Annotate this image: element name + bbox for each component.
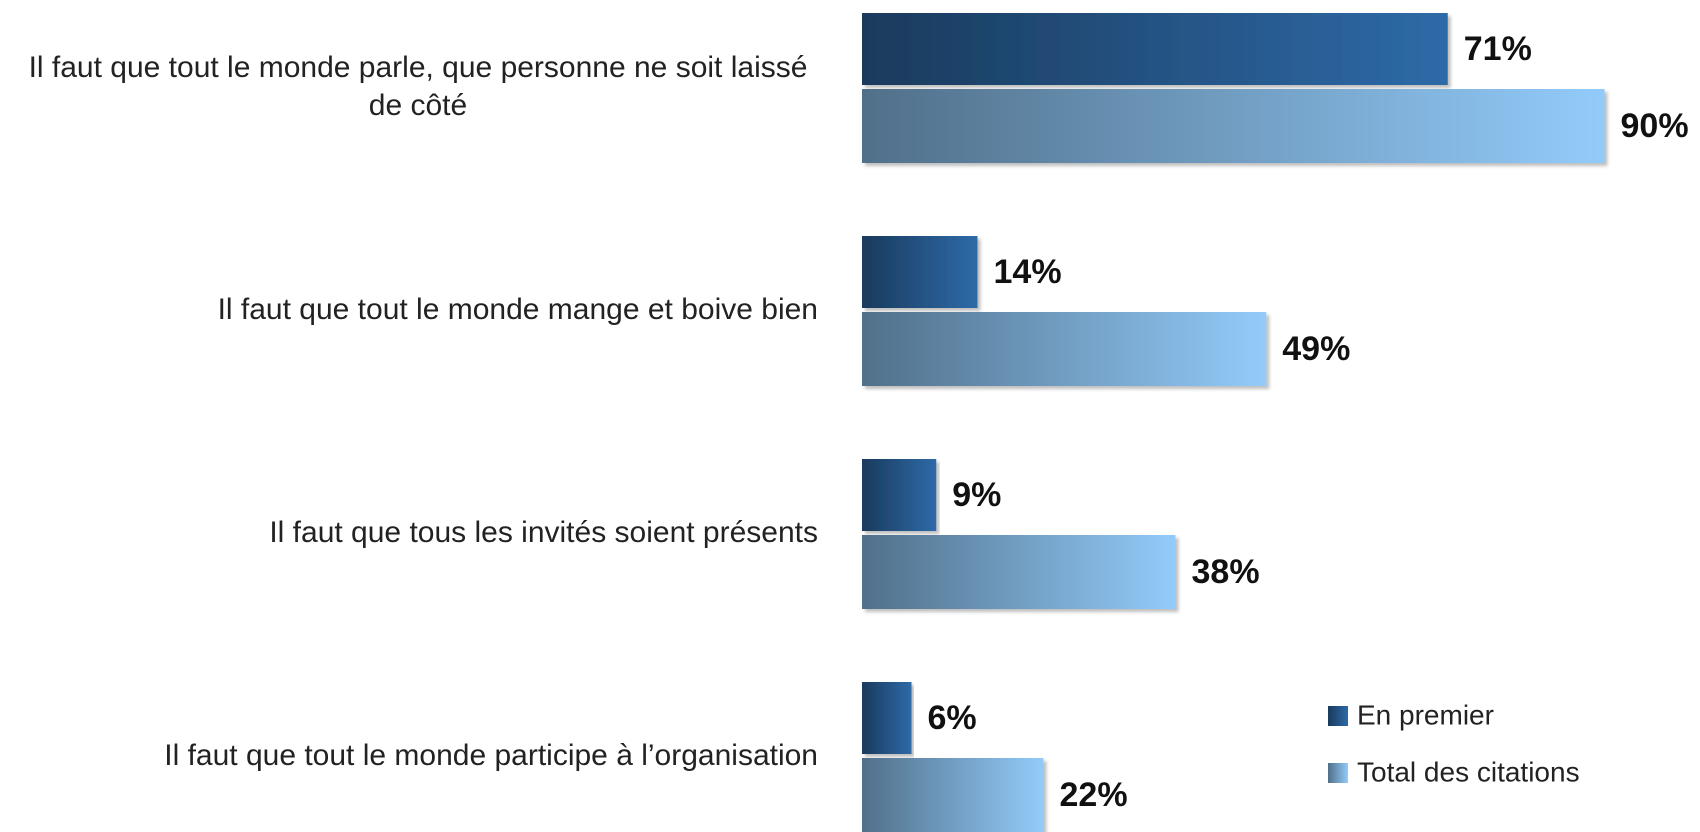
bar-shade [862,459,937,531]
bar [862,89,1605,163]
value-label: 49% [1282,330,1350,368]
value-label: 9% [952,476,1001,514]
bar-shade [862,535,1176,609]
value-label: 90% [1621,107,1689,145]
category-label: Il faut que tout le monde mange et boive… [217,293,818,326]
bar [862,535,1176,609]
value-label: 22% [1060,776,1128,814]
value-label: 38% [1192,553,1260,591]
bar-shade [862,312,1267,386]
bar-shade [862,236,978,308]
bar [862,236,978,308]
bar [862,13,1448,85]
bar-shade [862,13,1448,85]
bar [862,459,937,531]
value-label: 14% [994,253,1062,291]
bar-shade [862,758,1044,832]
bar-shade [862,682,912,754]
category-label: Il faut que tout le monde participe à l’… [164,739,818,772]
legend-swatch [1328,763,1348,783]
legend-swatch [1328,706,1348,726]
value-label: 6% [928,699,977,737]
bar [862,312,1267,386]
bar [862,682,912,754]
bar-shade [862,89,1605,163]
category-label: Il faut que tous les invités soient prés… [269,516,818,549]
bar [862,758,1044,832]
legend-swatch-shade [1328,706,1348,726]
category-label: Il faut que tout le monde parle, que per… [28,51,808,122]
value-label: 71% [1464,30,1532,68]
legend-label: Total des citations [1357,756,1580,787]
legend-swatch-shade [1328,763,1348,783]
legend-label: En premier [1357,699,1494,730]
